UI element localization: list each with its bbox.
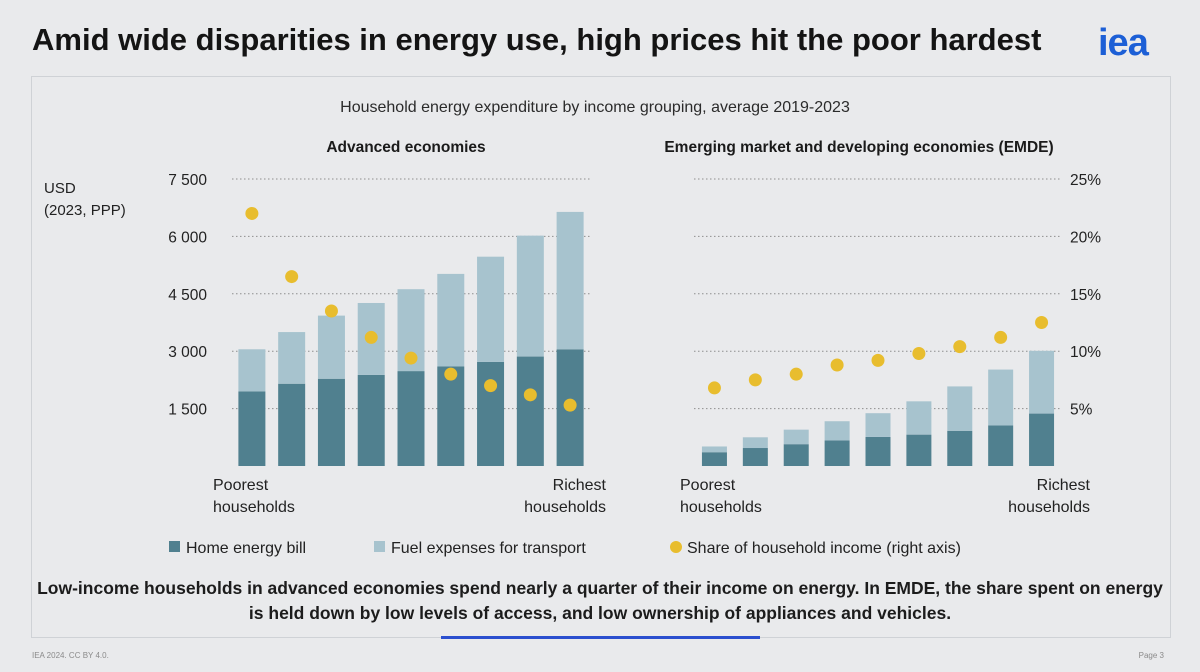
share-income-dot xyxy=(285,270,299,284)
x-label-poorest: Poorest xyxy=(680,477,736,494)
x-label-richest: Richest xyxy=(1037,477,1091,494)
bar-home-energy-bill xyxy=(1029,413,1055,466)
bar-home-energy-bill xyxy=(238,391,266,466)
left-axis-tick-label: 1 500 xyxy=(168,402,207,419)
bar-home-energy-bill xyxy=(947,430,973,466)
bar-home-energy-bill xyxy=(783,444,809,466)
bar-fuel-expenses xyxy=(824,421,850,441)
bar-home-energy-bill xyxy=(516,356,544,466)
bar-home-energy-bill xyxy=(906,434,932,466)
panel-title: Advanced economies xyxy=(326,139,485,156)
bar-fuel-expenses xyxy=(317,315,345,379)
right-axis-tick-label: 15% xyxy=(1070,287,1101,304)
bar-fuel-expenses xyxy=(742,437,768,449)
share-income-dot xyxy=(912,346,926,360)
bar-home-energy-bill xyxy=(742,448,768,466)
bar-fuel-expenses xyxy=(906,401,932,435)
bar-fuel-expenses xyxy=(516,235,544,357)
right-axis-tick-label: 20% xyxy=(1070,229,1101,246)
y-axis-unit-label: USD xyxy=(44,180,76,197)
right-axis-tick-label: 10% xyxy=(1070,344,1101,361)
legend-label-share: Share of household income (right axis) xyxy=(687,540,961,557)
share-income-dot xyxy=(245,206,259,220)
share-income-dot xyxy=(871,353,885,367)
bar-fuel-expenses xyxy=(556,211,584,350)
share-income-dot xyxy=(444,367,458,381)
bar-home-energy-bill xyxy=(824,440,850,466)
bar-home-energy-bill xyxy=(437,366,465,466)
share-income-dot xyxy=(404,351,418,365)
x-label-richest: households xyxy=(524,499,606,516)
right-axis-tick-label: 5% xyxy=(1070,402,1093,419)
bar-home-energy-bill xyxy=(397,371,425,466)
copyright-footer: IEA 2024. CC BY 4.0. xyxy=(32,651,109,660)
share-income-dot xyxy=(830,358,844,372)
page-number: Page 3 xyxy=(1138,651,1164,660)
left-axis-tick-label: 7 500 xyxy=(168,172,207,189)
share-income-dot xyxy=(748,373,762,387)
slide-title: Amid wide disparities in energy use, hig… xyxy=(32,22,1042,57)
iea-logo: iea xyxy=(1098,22,1149,64)
bar-fuel-expenses xyxy=(988,369,1014,426)
x-label-poorest: households xyxy=(213,499,295,516)
chart-panel: Household energy expenditure by income g… xyxy=(31,76,1171,638)
legend-swatch-share xyxy=(670,541,682,553)
share-income-dot xyxy=(324,304,338,318)
share-income-dot xyxy=(364,330,378,344)
left-axis-tick-label: 4 500 xyxy=(168,287,207,304)
bar-fuel-expenses xyxy=(865,413,891,437)
bar-home-energy-bill xyxy=(357,374,385,466)
bar-home-energy-bill xyxy=(317,378,345,466)
bar-fuel-expenses xyxy=(701,446,727,453)
bar-fuel-expenses xyxy=(437,273,465,367)
x-label-poorest: households xyxy=(680,499,762,516)
share-income-dot xyxy=(563,398,577,412)
legend-swatch-fuel xyxy=(374,541,385,552)
left-axis-tick-label: 3 000 xyxy=(168,344,207,361)
x-label-richest: households xyxy=(1008,499,1090,516)
bar-fuel-expenses xyxy=(1029,350,1055,414)
share-income-dot xyxy=(1035,316,1049,329)
bar-fuel-expenses xyxy=(783,429,809,445)
chart-title: Household energy expenditure by income g… xyxy=(340,99,850,116)
bar-home-energy-bill xyxy=(865,436,891,466)
legend-swatch-home xyxy=(169,541,180,552)
x-label-richest: Richest xyxy=(553,477,607,494)
bar-fuel-expenses xyxy=(477,256,505,362)
panel-title: Emerging market and developing economies… xyxy=(664,139,1053,156)
y-axis-unit-label: (2023, PPP) xyxy=(44,202,126,219)
bar-home-energy-bill xyxy=(278,383,306,466)
chart-svg: Household energy expenditure by income g… xyxy=(44,99,1101,557)
bar-fuel-expenses xyxy=(278,332,306,384)
legend-label-home: Home energy bill xyxy=(186,540,306,557)
share-income-dot xyxy=(484,379,498,393)
share-income-dot xyxy=(523,388,537,402)
bar-home-energy-bill xyxy=(988,425,1014,466)
bar-fuel-expenses xyxy=(238,349,266,392)
accent-divider xyxy=(441,636,760,639)
share-income-dot xyxy=(707,381,721,395)
right-axis-tick-label: 25% xyxy=(1070,172,1101,189)
bar-home-energy-bill xyxy=(477,361,505,466)
share-income-dot xyxy=(953,340,967,354)
x-label-poorest: Poorest xyxy=(213,477,269,494)
key-message: Low-income households in advanced econom… xyxy=(37,578,1163,623)
left-axis-tick-label: 6 000 xyxy=(168,229,207,246)
share-income-dot xyxy=(789,367,803,381)
bar-fuel-expenses xyxy=(947,386,973,431)
legend-label-fuel: Fuel expenses for transport xyxy=(391,540,586,557)
share-income-dot xyxy=(994,330,1008,344)
bar-home-energy-bill xyxy=(701,452,727,466)
